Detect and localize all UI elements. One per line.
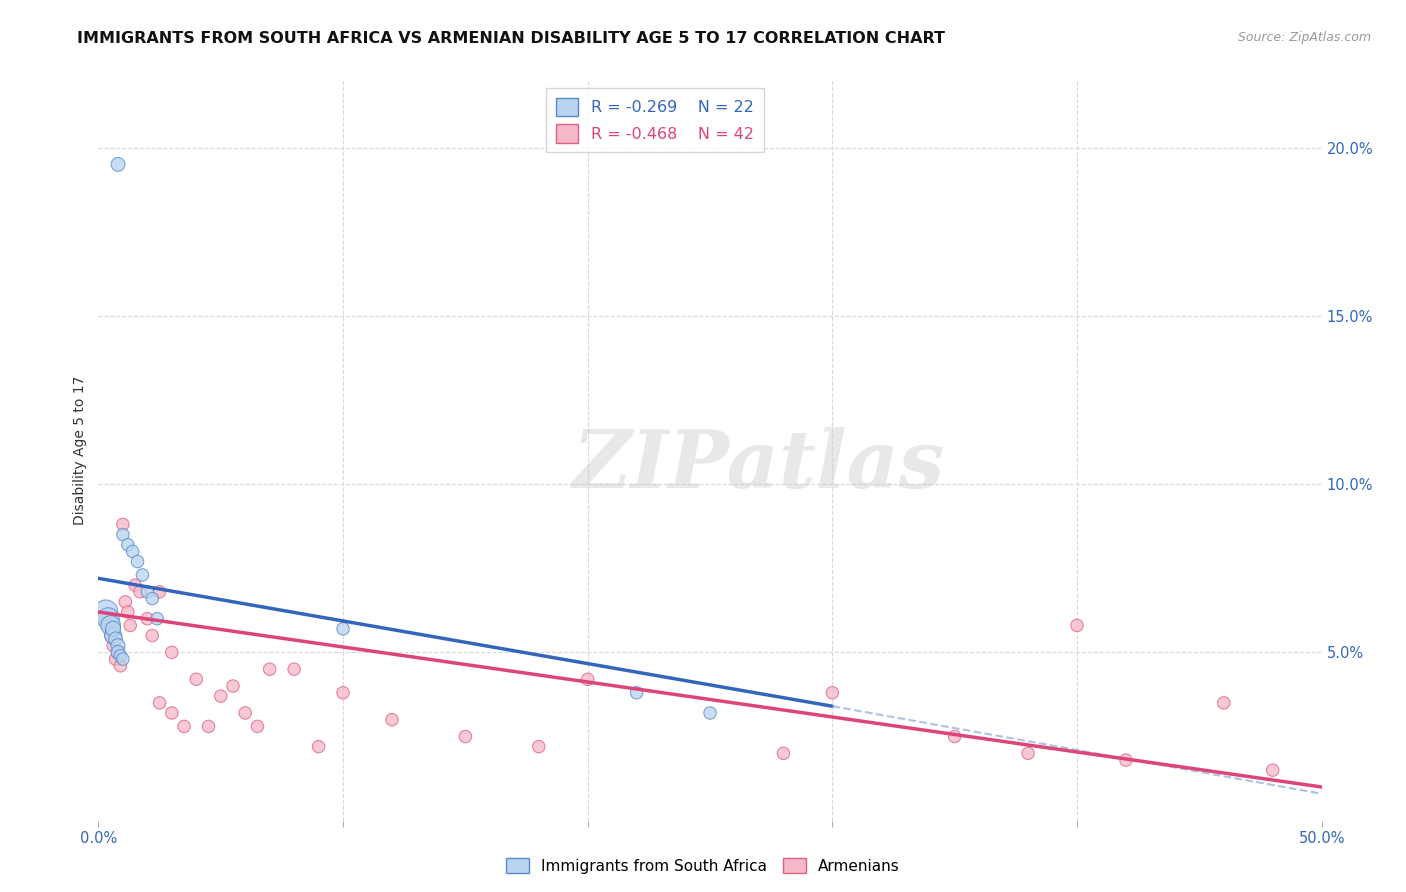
Point	[308, 739, 330, 754]
Point	[1017, 747, 1039, 761]
Text: ZIPatlas: ZIPatlas	[572, 426, 945, 504]
Point	[111, 527, 134, 541]
Point	[1066, 618, 1088, 632]
Point	[136, 584, 159, 599]
Point	[104, 652, 127, 666]
Point	[527, 739, 550, 754]
Point	[97, 618, 120, 632]
Point	[173, 719, 195, 733]
Point	[197, 719, 219, 733]
Point	[100, 618, 122, 632]
Point	[576, 673, 599, 687]
Point	[129, 584, 152, 599]
Point	[149, 584, 172, 599]
Point	[141, 628, 163, 642]
Point	[97, 612, 120, 626]
Point	[772, 747, 794, 761]
Point	[186, 673, 208, 687]
Point	[107, 645, 129, 659]
Point	[1261, 763, 1284, 777]
Point	[117, 605, 139, 619]
Point	[160, 645, 183, 659]
Point	[100, 628, 122, 642]
Text: IMMIGRANTS FROM SOUTH AFRICA VS ARMENIAN DISABILITY AGE 5 TO 17 CORRELATION CHAR: IMMIGRANTS FROM SOUTH AFRICA VS ARMENIAN…	[77, 31, 945, 46]
Point	[107, 645, 129, 659]
Point	[111, 517, 134, 532]
Point	[222, 679, 245, 693]
Legend: R = -0.269    N = 22, R = -0.468    N = 42: R = -0.269 N = 22, R = -0.468 N = 42	[547, 88, 763, 153]
Point	[110, 658, 132, 673]
Point	[101, 622, 124, 636]
Point	[699, 706, 721, 720]
Point	[943, 730, 966, 744]
Point	[141, 591, 163, 606]
Point	[127, 554, 149, 569]
Point	[110, 648, 132, 663]
Point	[259, 662, 281, 676]
Y-axis label: Disability Age 5 to 17: Disability Age 5 to 17	[73, 376, 87, 525]
Point	[107, 639, 129, 653]
Point	[454, 730, 477, 744]
Point	[104, 632, 127, 646]
Point	[101, 639, 124, 653]
Legend: Immigrants from South Africa, Armenians: Immigrants from South Africa, Armenians	[501, 852, 905, 880]
Point	[821, 686, 844, 700]
Point	[381, 713, 404, 727]
Point	[1115, 753, 1137, 767]
Point	[111, 652, 134, 666]
Point	[332, 686, 354, 700]
Point	[120, 618, 142, 632]
Point	[136, 612, 159, 626]
Point	[114, 595, 136, 609]
Point	[131, 568, 153, 582]
Point	[94, 605, 117, 619]
Text: Source: ZipAtlas.com: Source: ZipAtlas.com	[1237, 31, 1371, 45]
Point	[160, 706, 183, 720]
Point	[283, 662, 305, 676]
Point	[107, 157, 129, 171]
Point	[626, 686, 648, 700]
Point	[332, 622, 354, 636]
Point	[209, 689, 232, 703]
Point	[124, 578, 146, 592]
Point	[117, 538, 139, 552]
Point	[146, 612, 169, 626]
Point	[1212, 696, 1234, 710]
Point	[149, 696, 172, 710]
Point	[101, 628, 124, 642]
Point	[121, 544, 143, 558]
Point	[94, 612, 117, 626]
Point	[233, 706, 256, 720]
Point	[246, 719, 269, 733]
